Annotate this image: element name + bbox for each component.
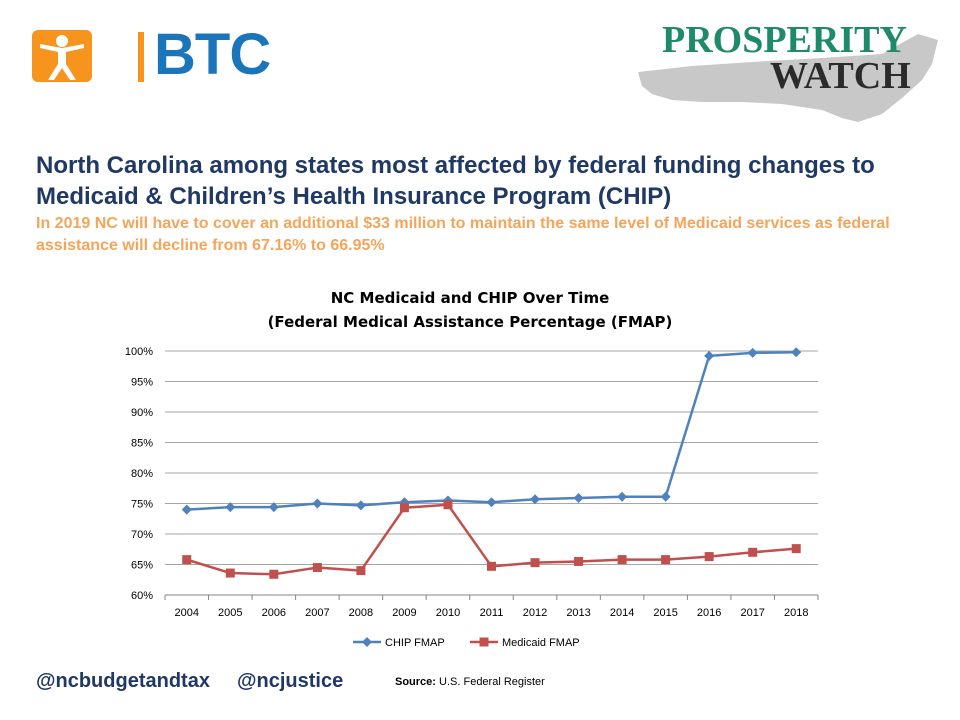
- x-tick-label: 2010: [436, 607, 460, 619]
- prosperity-watch-logo: PROSPERITY WATCH: [632, 14, 942, 128]
- subheadline: In 2019 NC will have to cover an additio…: [36, 215, 890, 254]
- chart-title-block: NC Medicaid and CHIP Over Time (Federal …: [160, 286, 780, 334]
- data-point-medicaid: [182, 555, 192, 565]
- y-tick-label: 85%: [131, 438, 153, 450]
- legend-label: Medicaid FMAP: [502, 637, 580, 649]
- btc-divider: [138, 32, 144, 82]
- data-point-medicaid: [225, 568, 235, 578]
- x-tick-label: 2016: [697, 607, 721, 619]
- data-point-chip: [225, 502, 236, 513]
- series-line-chip: [186, 350, 797, 511]
- data-point-medicaid: [661, 555, 671, 565]
- data-point-medicaid: [617, 555, 627, 565]
- data-point-chip: [617, 491, 628, 502]
- legend-label: CHIP FMAP: [385, 637, 445, 649]
- data-point-chip: [181, 504, 192, 515]
- nc-map-icon: [638, 34, 938, 122]
- data-point-chip: [704, 350, 715, 361]
- x-tick-label: 2017: [740, 607, 764, 619]
- data-point-chip: [355, 500, 366, 511]
- y-tick-label: 75%: [131, 499, 153, 511]
- btc-logo-text: BTC: [154, 22, 271, 87]
- data-point-medicaid: [530, 558, 540, 568]
- btc-logo: BTC: [32, 24, 271, 88]
- headline: North Carolina among states most affecte…: [36, 152, 875, 210]
- data-point-chip: [486, 497, 497, 508]
- source-text: U.S. Federal Register: [439, 676, 545, 688]
- x-tick-label: 2015: [653, 607, 677, 619]
- y-tick-label: 90%: [131, 407, 153, 419]
- data-point-chip: [573, 493, 584, 504]
- data-point-chip: [530, 494, 541, 505]
- btc-figure-icon: [32, 30, 92, 82]
- prosperity-text: PROSPERITY: [662, 19, 907, 61]
- y-tick-label: 65%: [131, 560, 153, 572]
- data-point-chip: [268, 502, 279, 513]
- data-point-medicaid: [312, 563, 322, 573]
- twitter-handle-ncbudgetandtax: @ncbudgetandtax: [36, 670, 210, 692]
- legend-marker-medicaid: [479, 637, 489, 647]
- x-tick-label: 2006: [262, 607, 286, 619]
- data-point-medicaid: [487, 561, 496, 571]
- y-tick-label: 95%: [131, 377, 153, 389]
- x-tick-label: 2018: [784, 607, 808, 619]
- x-tick-label: 2005: [218, 607, 242, 619]
- source-note: Source: U.S. Federal Register: [395, 676, 545, 688]
- y-tick-label: 100%: [125, 346, 153, 358]
- y-tick-label: 80%: [131, 468, 153, 480]
- x-tick-label: 2004: [175, 607, 199, 619]
- data-point-medicaid: [704, 552, 714, 562]
- x-tick-label: 2007: [305, 607, 329, 619]
- source-label: Source:: [395, 676, 436, 688]
- data-point-medicaid: [574, 556, 584, 566]
- x-tick-label: 2009: [392, 607, 416, 619]
- chart-subtitle: (Federal Medical Assistance Percentage (…: [267, 313, 673, 331]
- y-tick-label: 70%: [131, 529, 153, 541]
- x-tick-label: 2008: [349, 607, 373, 619]
- x-tick-label: 2014: [610, 607, 634, 619]
- chart-title: NC Medicaid and CHIP Over Time: [330, 289, 610, 307]
- data-point-chip: [747, 347, 758, 358]
- twitter-handle-ncjustice: @ncjustice: [237, 670, 344, 692]
- x-tick-label: 2013: [566, 607, 590, 619]
- data-point-medicaid: [791, 544, 801, 554]
- data-point-chip: [660, 491, 671, 502]
- x-tick-label: 2012: [523, 607, 547, 619]
- data-point-medicaid: [443, 500, 453, 510]
- data-point-medicaid: [399, 503, 409, 513]
- data-point-chip: [791, 347, 802, 358]
- data-point-medicaid: [748, 547, 758, 557]
- y-tick-label: 60%: [131, 590, 153, 602]
- legend-marker-chip: [362, 637, 372, 647]
- x-tick-label: 2011: [480, 607, 504, 619]
- watch-text: WATCH: [770, 55, 911, 97]
- data-point-medicaid: [356, 566, 366, 576]
- data-point-medicaid: [269, 569, 279, 579]
- data-point-chip: [312, 498, 323, 509]
